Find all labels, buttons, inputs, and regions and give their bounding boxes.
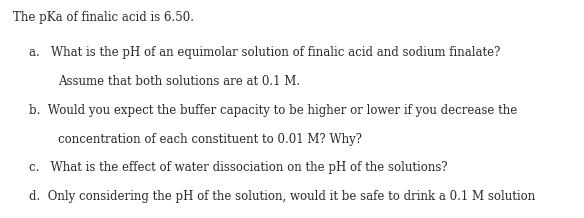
Text: c.   What is the effect of water dissociation on the pH of the solutions?: c. What is the effect of water dissociat…	[29, 161, 447, 174]
Text: a.   What is the pH of an equimolar solution of finalic acid and sodium finalate: a. What is the pH of an equimolar soluti…	[29, 46, 500, 59]
Text: The pKa of finalic acid is 6.50.: The pKa of finalic acid is 6.50.	[13, 11, 194, 24]
Text: b.  Would you expect the buffer capacity to be higher or lower if you decrease t: b. Would you expect the buffer capacity …	[29, 104, 517, 117]
Text: Assume that both solutions are at 0.1 M.: Assume that both solutions are at 0.1 M.	[58, 75, 301, 88]
Text: concentration of each constituent to 0.01 M? Why?: concentration of each constituent to 0.0…	[58, 133, 363, 145]
Text: d.  Only considering the pH of the solution, would it be safe to drink a 0.1 M s: d. Only considering the pH of the soluti…	[29, 190, 535, 203]
